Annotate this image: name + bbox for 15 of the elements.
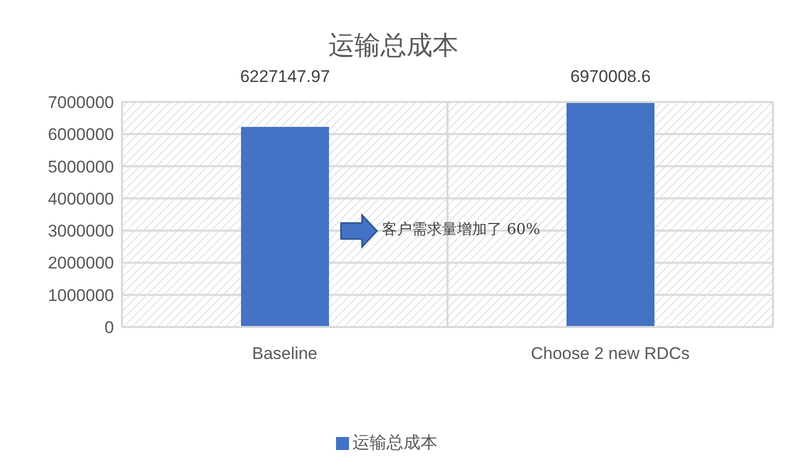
y-tick-label: 5000000 <box>48 157 114 176</box>
x-tick-label: Choose 2 new RDCs <box>530 344 690 364</box>
y-tick-label: 6000000 <box>48 125 114 144</box>
y-tick-label: 4000000 <box>48 189 114 208</box>
data-label: 6227147.97 <box>240 67 330 86</box>
y-tick-label: 1000000 <box>48 286 114 305</box>
y-tick-label: 3000000 <box>48 222 114 241</box>
annotation: 客户需求量增加了 60% <box>382 220 540 239</box>
y-tick-label: 7000000 <box>48 93 114 112</box>
y-tick-label: 2000000 <box>48 254 114 273</box>
y-tick-label: 0 <box>104 318 114 338</box>
x-tick-label: Baseline <box>252 344 318 364</box>
legend-label: 运输总成本 <box>352 433 438 453</box>
data-label: 6970008.6 <box>570 67 651 86</box>
chart-title: 运输总成本 <box>328 30 460 63</box>
